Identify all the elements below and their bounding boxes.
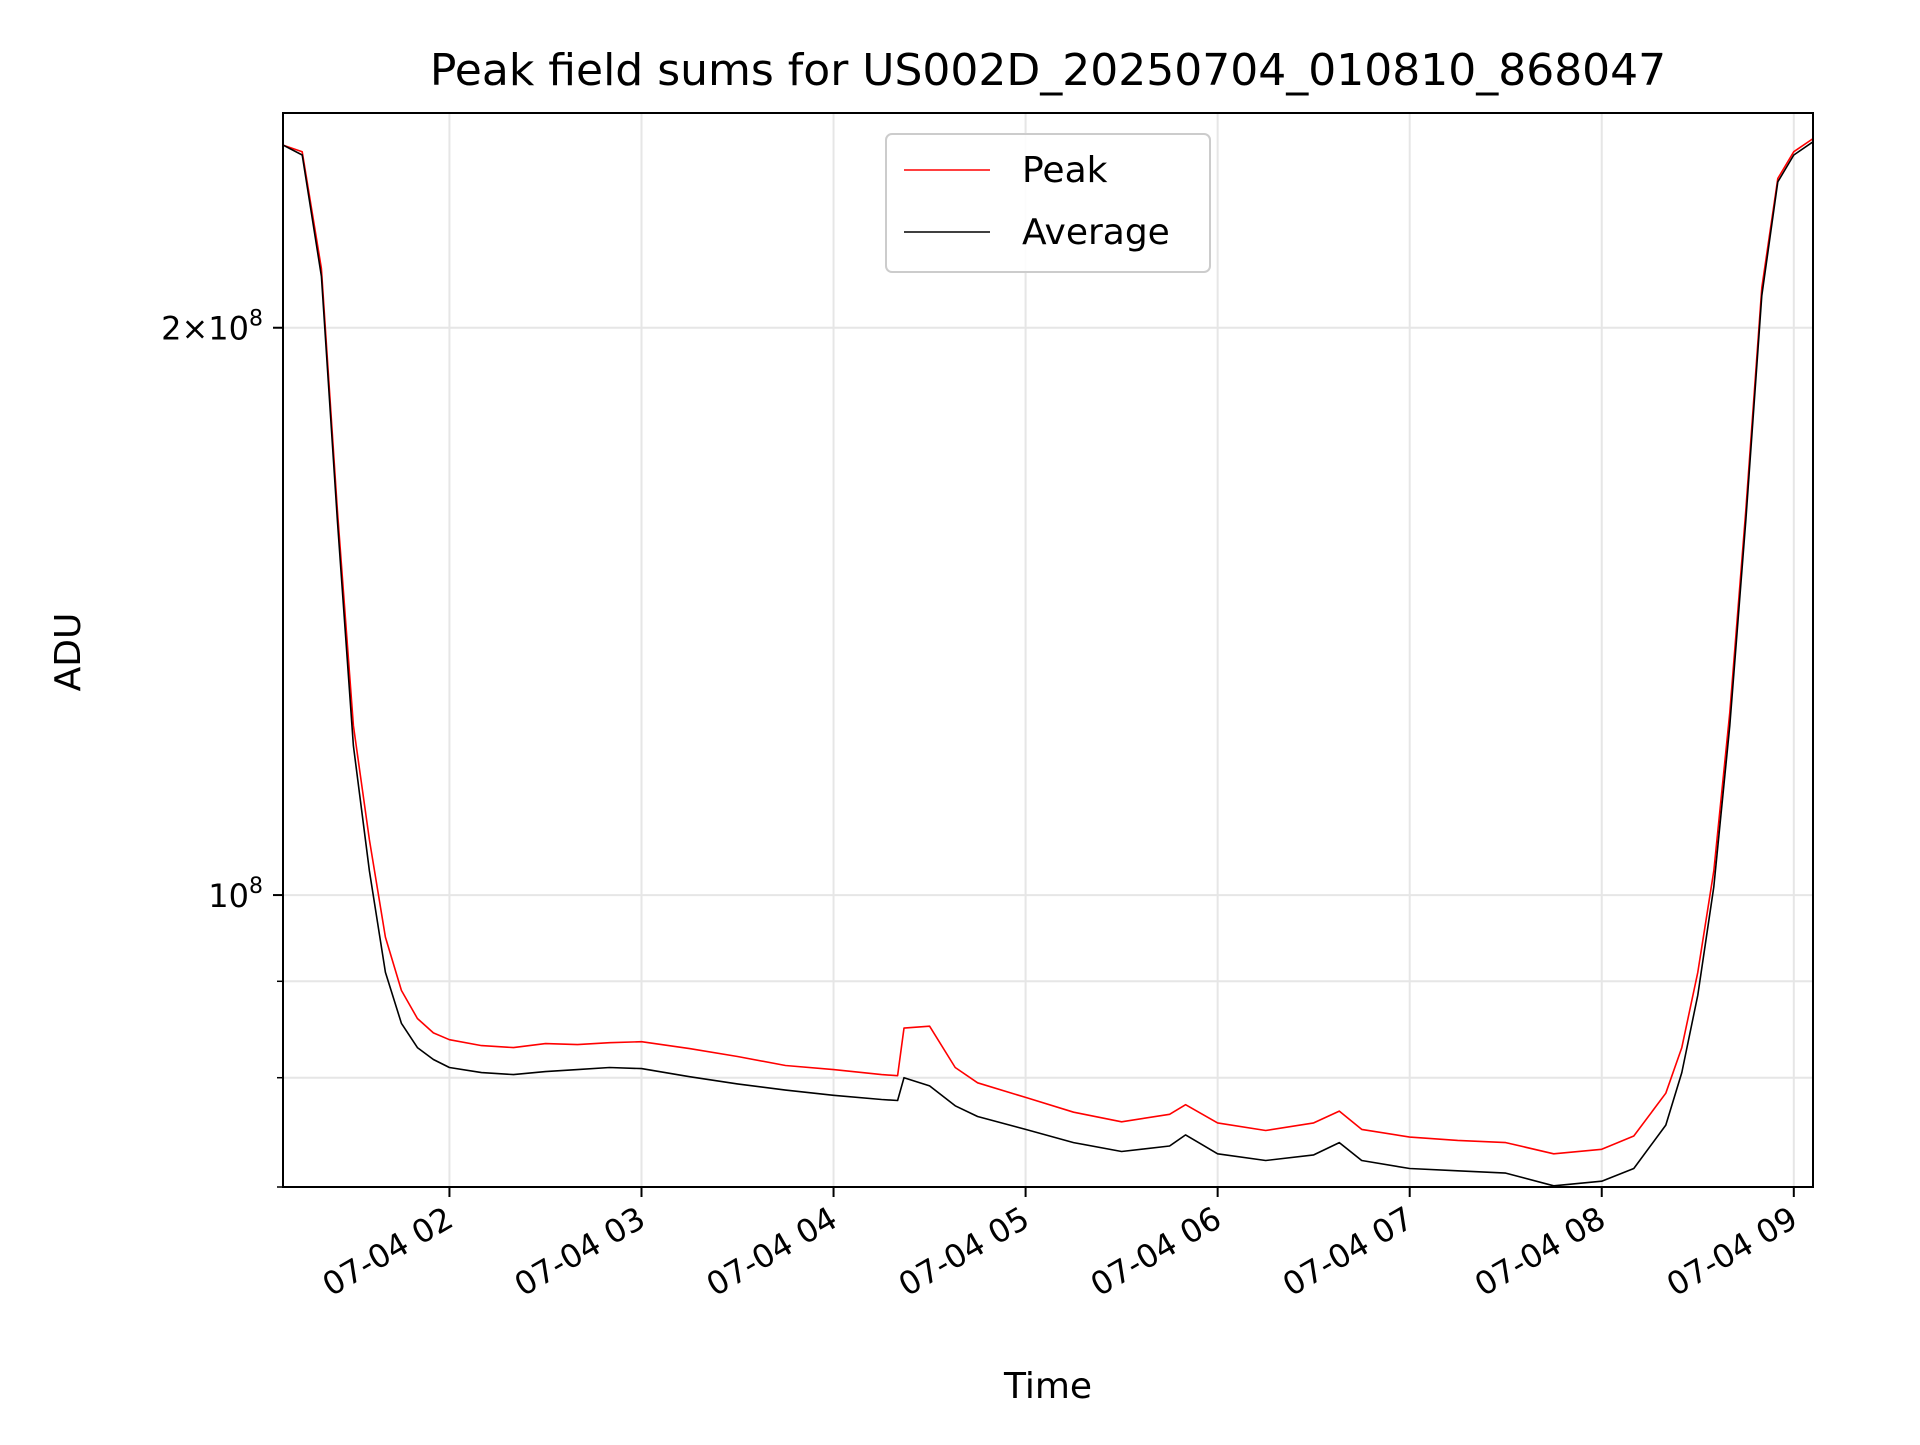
legend: Peak Average: [885, 133, 1211, 273]
legend-label-peak: Peak: [1022, 150, 1108, 191]
chart-title: Peak field sums for US002D_20250704_0108…: [430, 45, 1666, 96]
series-line-peak: [282, 137, 1814, 1155]
y-tick-label: 2×108: [161, 307, 263, 348]
series-line-average: [282, 141, 1814, 1187]
series-layer: [282, 137, 1814, 1187]
plot-frame: [282, 112, 1814, 1188]
legend-label-average: Average: [1022, 212, 1170, 253]
y-tick-label: 108: [208, 874, 263, 915]
x-axis-label: Time: [1003, 1366, 1092, 1407]
y-axis-label: ADU: [48, 613, 89, 692]
legend-box: [885, 133, 1211, 273]
